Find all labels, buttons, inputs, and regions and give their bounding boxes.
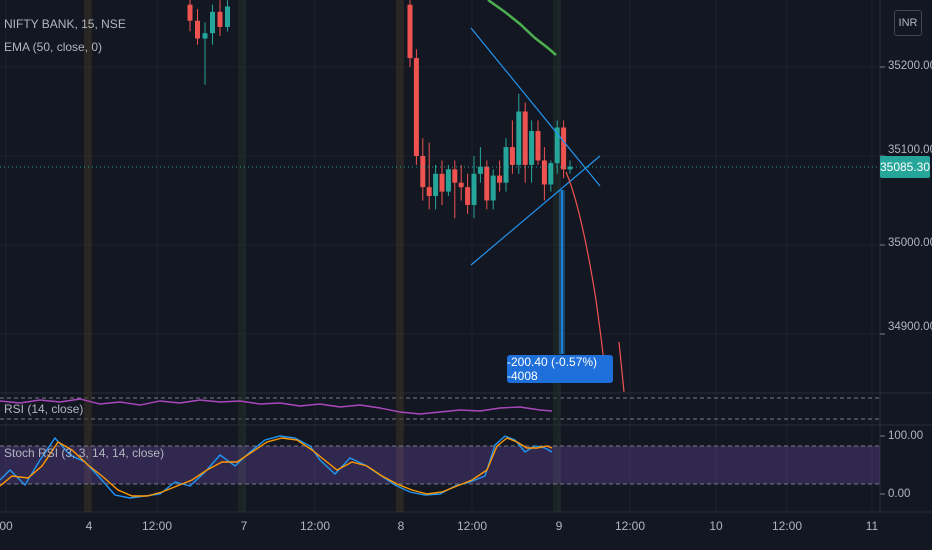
candle-body: [413, 58, 419, 156]
candle-body: [516, 111, 522, 165]
time-label: 12:00: [771, 519, 803, 533]
time-label: 12:00: [456, 519, 488, 533]
candle-body: [195, 20, 200, 39]
candle-body: [497, 175, 503, 183]
candle-body: [445, 169, 451, 192]
candle-body: [522, 111, 528, 165]
session-bands: [84, 0, 561, 512]
price-label-35000: 35000.00: [888, 237, 932, 249]
candle-body: [439, 173, 445, 192]
chart-title[interactable]: NIFTY BANK, 15, NSE: [4, 17, 126, 31]
overlays: [0, 0, 880, 393]
candle-body: [426, 187, 432, 197]
price-label-34900: 34900.00: [888, 321, 932, 333]
stoch-fill: [0, 446, 880, 484]
time-label: 9: [555, 519, 563, 533]
candle-body: [210, 11, 215, 34]
time-label: 12:00: [299, 519, 331, 533]
measure-label[interactable]: -200.40 (-0.57%) -4008: [507, 355, 613, 383]
ema-legend[interactable]: EMA (50, close, 0): [4, 40, 103, 54]
time-label: 11: [865, 519, 879, 533]
candle-body: [433, 173, 439, 197]
candle-body: [458, 182, 464, 188]
currency-button[interactable]: INR: [894, 10, 922, 36]
candles: [187, 0, 573, 219]
stoch-d-line: [0, 437, 553, 497]
price-label-35200: 35200.00: [888, 60, 932, 72]
candle-body: [541, 160, 547, 185]
candle-body: [503, 147, 509, 183]
stoch-axis-100: 100.00: [888, 430, 924, 442]
candle-body: [452, 169, 458, 183]
rsi-label[interactable]: RSI (14, close): [4, 402, 84, 416]
candle-body: [535, 131, 541, 161]
candle-body: [529, 131, 535, 165]
forecast-tail: [618, 341, 625, 393]
candle-body: [217, 11, 223, 27]
candle-body: [548, 163, 554, 185]
candle-body: [187, 4, 193, 21]
candle-body: [225, 6, 230, 27]
candle-body: [567, 166, 573, 170]
candle-body: [407, 4, 413, 59]
stoch-rsi-band: [0, 445, 880, 485]
session-band: [553, 0, 561, 512]
session-band: [238, 0, 246, 512]
candle-body: [202, 33, 208, 39]
candle-body: [471, 173, 477, 205]
stoch-axis-0: 0.00: [888, 488, 911, 500]
time-label: 12:00: [141, 519, 173, 533]
rsi-line: [0, 398, 553, 415]
indicator-lines: [0, 398, 553, 499]
upper-trendline: [470, 27, 601, 187]
candle-body: [484, 166, 490, 201]
candle-body: [509, 147, 515, 165]
session-band: [396, 0, 404, 512]
candle-body: [490, 175, 496, 201]
candle-body: [561, 127, 567, 170]
session-band: [84, 0, 92, 512]
stoch-rsi-label[interactable]: Stoch RSI (3, 3, 14, 14, close): [4, 446, 165, 460]
candle-body: [420, 156, 426, 188]
candle-body: [477, 166, 483, 174]
time-label: 12:00: [614, 519, 646, 533]
time-label: 10: [709, 519, 723, 533]
forecast-curve: [565, 171, 605, 366]
lower-trendline: [470, 155, 601, 266]
candle-body: [465, 187, 471, 205]
price-label-35100: 35100.00: [888, 144, 932, 156]
candle-body: [554, 127, 560, 164]
time-label: 00: [0, 519, 13, 533]
time-label: 4: [85, 519, 93, 533]
time-label: 8: [397, 519, 405, 533]
time-label: 7: [240, 519, 248, 533]
ema-line: [487, 0, 557, 56]
current-price-badge: 35085.30: [880, 156, 930, 178]
